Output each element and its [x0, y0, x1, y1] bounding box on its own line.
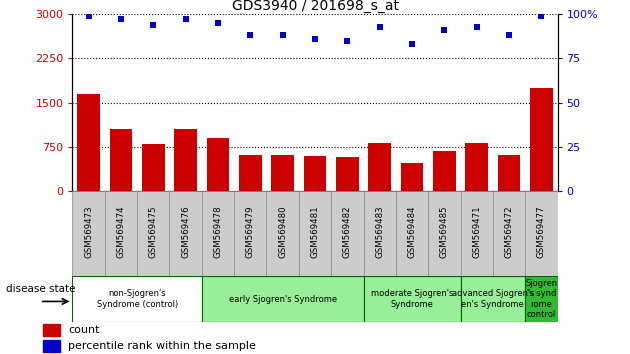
Bar [530, 88, 553, 191]
Bar [525, 276, 558, 322]
Point [536, 13, 546, 19]
Bar [466, 143, 488, 191]
Text: GSM569472: GSM569472 [505, 206, 513, 258]
Bar [239, 155, 261, 191]
Text: percentile rank within the sample: percentile rank within the sample [69, 341, 256, 351]
Point [148, 22, 158, 28]
Point [439, 27, 449, 33]
Text: moderate Sjogren's
Syndrome: moderate Sjogren's Syndrome [371, 290, 453, 309]
Bar [43, 324, 60, 336]
Bar [105, 191, 137, 276]
Bar [336, 157, 358, 191]
Bar [266, 191, 299, 276]
Bar [493, 191, 525, 276]
Bar [72, 191, 105, 276]
Text: early Sjogren's Syndrome: early Sjogren's Syndrome [229, 295, 336, 304]
Bar [433, 151, 455, 191]
Bar [369, 143, 391, 191]
Bar [72, 276, 202, 322]
Bar [299, 191, 331, 276]
Point [84, 13, 94, 19]
Bar [169, 191, 202, 276]
Bar [331, 191, 364, 276]
Point [181, 17, 191, 22]
Point [245, 33, 255, 38]
Bar [461, 276, 525, 322]
Text: GSM569474: GSM569474 [117, 206, 125, 258]
Text: GSM569471: GSM569471 [472, 206, 481, 258]
Text: advanced Sjogren's
en's Syndrome: advanced Sjogren's en's Syndrome [452, 290, 534, 309]
Text: GSM569473: GSM569473 [84, 206, 93, 258]
Bar [364, 191, 396, 276]
Bar [304, 156, 326, 191]
Point [278, 33, 288, 38]
Bar [137, 191, 169, 276]
Text: GSM569477: GSM569477 [537, 206, 546, 258]
Bar [77, 94, 100, 191]
Text: count: count [69, 325, 100, 336]
Text: GSM569475: GSM569475 [149, 206, 158, 258]
Text: GSM569478: GSM569478 [214, 206, 222, 258]
Bar [364, 276, 461, 322]
Bar [498, 155, 520, 191]
Title: GDS3940 / 201698_s_at: GDS3940 / 201698_s_at [231, 0, 399, 13]
Bar [401, 163, 423, 191]
Bar [202, 191, 234, 276]
Text: GSM569483: GSM569483 [375, 206, 384, 258]
Bar [525, 191, 558, 276]
Bar [202, 276, 364, 322]
Text: GSM569481: GSM569481 [311, 206, 319, 258]
Text: GSM569479: GSM569479 [246, 206, 255, 258]
Bar [207, 138, 229, 191]
Text: GSM569480: GSM569480 [278, 206, 287, 258]
Bar [234, 191, 266, 276]
Point [472, 24, 482, 29]
Text: GSM569482: GSM569482 [343, 206, 352, 258]
Bar [43, 340, 60, 352]
Text: GSM569476: GSM569476 [181, 206, 190, 258]
Point [213, 20, 223, 26]
Bar [110, 129, 132, 191]
Point [342, 38, 352, 44]
Bar [175, 129, 197, 191]
Bar [272, 155, 294, 191]
Point [407, 41, 417, 47]
Text: GSM569484: GSM569484 [408, 206, 416, 258]
Point [310, 36, 320, 42]
Point [504, 33, 514, 38]
Text: disease state: disease state [6, 284, 76, 294]
Bar [428, 191, 461, 276]
Point [116, 17, 126, 22]
Bar [142, 144, 164, 191]
Text: GSM569485: GSM569485 [440, 206, 449, 258]
Text: Sjogren
's synd
rome
control: Sjogren 's synd rome control [525, 279, 558, 319]
Bar [396, 191, 428, 276]
Point [375, 24, 385, 29]
Bar [461, 191, 493, 276]
Text: non-Sjogren's
Syndrome (control): non-Sjogren's Syndrome (control) [96, 290, 178, 309]
